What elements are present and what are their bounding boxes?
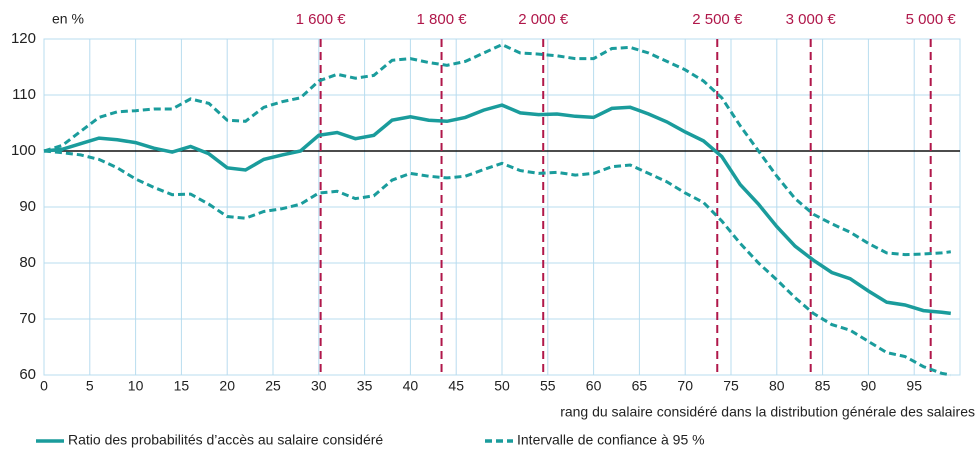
- y-tick-label: 100: [11, 142, 36, 159]
- x-tick-label: 15: [174, 378, 190, 394]
- y-tick-label: 120: [11, 30, 36, 47]
- annotation-label: 2 000 €: [518, 11, 569, 28]
- x-tick-label: 50: [494, 378, 510, 394]
- x-tick-label: 85: [815, 378, 831, 394]
- y-tick-label: 80: [19, 254, 36, 271]
- annotation-label: 1 800 €: [417, 11, 468, 28]
- x-tick-label: 45: [448, 378, 464, 394]
- ratio-line: [43, 103, 952, 316]
- y-unit-label: en %: [52, 11, 84, 27]
- annotation-label: 3 000 €: [786, 11, 837, 28]
- x-tick-label: 90: [861, 378, 877, 394]
- y-tick-label: 70: [19, 310, 36, 327]
- x-tick-label: 35: [357, 378, 373, 394]
- legend-label: Ratio des probabilités d’accès au salair…: [68, 432, 383, 448]
- x-tick-label: 65: [632, 378, 648, 394]
- x-axis-label: rang du salaire considéré dans la distri…: [560, 404, 975, 420]
- x-tick-label: 70: [677, 378, 693, 394]
- annotation-label: 2 500 €: [692, 11, 743, 28]
- x-tick-label: 25: [265, 378, 281, 394]
- annotation-label: 1 600 €: [296, 11, 347, 28]
- y-tick-label: 90: [19, 198, 36, 215]
- x-tick-label: 55: [540, 378, 556, 394]
- y-tick-label: 110: [12, 86, 36, 103]
- confidence-line: [43, 149, 952, 377]
- x-tick-label: 60: [586, 378, 602, 394]
- x-tick-label: 80: [769, 378, 785, 394]
- x-tick-label: 20: [219, 378, 235, 394]
- x-tick-label: 30: [311, 378, 327, 394]
- y-tick-label: 60: [19, 366, 36, 383]
- x-tick-label: 10: [128, 378, 144, 394]
- x-tick-label: 0: [40, 378, 48, 394]
- x-tick-label: 5: [86, 378, 94, 394]
- confidence-line: [43, 42, 951, 257]
- x-tick-label: 95: [906, 378, 922, 394]
- x-tick-label: 75: [723, 378, 739, 394]
- annotation-label: 5 000 €: [906, 11, 957, 28]
- legend-label: Intervalle de confiance à 95 %: [517, 432, 705, 448]
- x-tick-label: 40: [403, 378, 419, 394]
